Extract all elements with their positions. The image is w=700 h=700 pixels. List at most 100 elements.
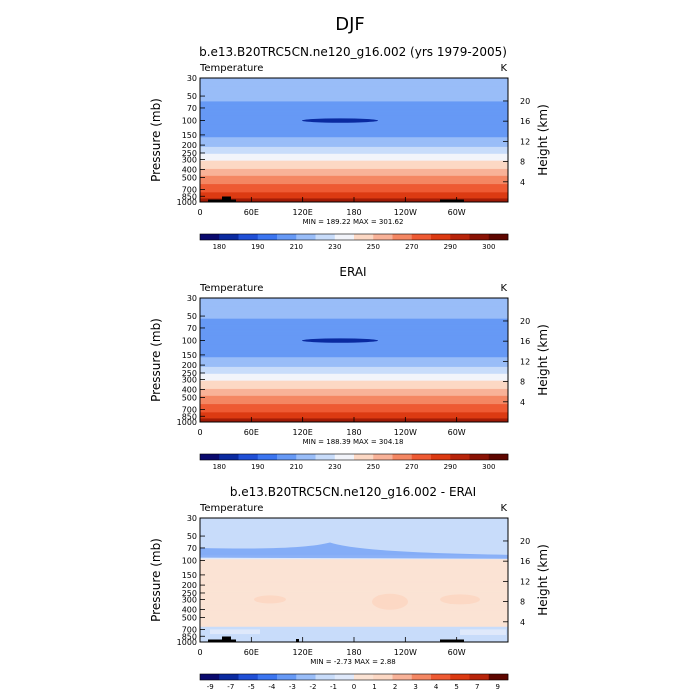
contour-band [200, 130, 508, 133]
colorbar-label: 180 [213, 463, 226, 471]
negative-patch [200, 542, 508, 559]
contour-band [200, 365, 508, 368]
contour-band [200, 333, 508, 336]
stats-label: MIN = 188.39 MAX = 304.18 [303, 438, 404, 446]
contour-band [200, 366, 508, 369]
contour-band [200, 591, 508, 593]
contour-band [200, 304, 508, 307]
contour-band [200, 137, 508, 140]
colorbar-swatch [334, 454, 355, 460]
colorbar-swatch [488, 674, 509, 680]
contour-band [200, 302, 508, 304]
contour-band [200, 526, 508, 529]
height-tick-label: 4 [520, 618, 525, 627]
contour-band [200, 545, 508, 548]
contour-band [200, 142, 508, 145]
contour-band [200, 607, 508, 610]
colorbar-swatch [238, 674, 259, 680]
contour-band [200, 138, 508, 141]
contour-band [200, 533, 508, 535]
contour-band [200, 163, 508, 166]
contour-band [200, 584, 508, 586]
contour-band [200, 529, 508, 531]
contour-band [200, 175, 508, 178]
contour-band [200, 611, 508, 614]
contour-band [200, 360, 508, 362]
x-tick-label: 0 [197, 208, 202, 217]
contour-band [200, 355, 508, 358]
colorbar-label: 180 [213, 243, 226, 251]
contour-band [200, 124, 508, 127]
contour-band [200, 335, 508, 337]
contour-band [200, 391, 508, 394]
contour-band [200, 541, 508, 544]
contour-band [200, 376, 508, 379]
contour-band [200, 144, 508, 146]
contour-band [200, 351, 508, 354]
contour-band [200, 193, 508, 196]
contour-band [200, 127, 508, 130]
contour-band [200, 386, 508, 388]
colorbar-label: 190 [251, 243, 264, 251]
contour-band [200, 84, 508, 87]
contour-band [200, 87, 508, 90]
contour-band [200, 336, 508, 339]
contour-band [200, 328, 508, 331]
contour-band [200, 537, 508, 540]
contour-band [200, 619, 508, 622]
contour-band [200, 522, 508, 524]
contour-band [200, 309, 508, 311]
contour-band [200, 98, 508, 101]
contour-band [200, 112, 508, 115]
y-tick-label: 50 [187, 312, 197, 321]
y-tick-label: 100 [182, 557, 197, 566]
contour-band [200, 344, 508, 347]
contour-band [200, 79, 508, 82]
topography-mask [440, 639, 464, 642]
figure-title: DJF [335, 14, 365, 35]
variable-label: Temperature [199, 63, 263, 74]
contour-band [200, 387, 508, 390]
x-tick-label: 0 [197, 648, 202, 657]
colorbar-label: 300 [482, 243, 495, 251]
contour-band [200, 369, 508, 372]
panel-0: b.e13.B20TRC5CN.ne120_g16.002 (yrs 1979-… [149, 45, 550, 251]
colorbar-swatch [488, 454, 509, 460]
lower-patch [460, 629, 506, 635]
contour-band [200, 115, 508, 117]
contour-band [200, 177, 508, 179]
contour-band [200, 93, 508, 95]
colorbar-label: -3 [289, 683, 296, 691]
y-tick-label: 850 [182, 412, 197, 421]
contour-band [200, 78, 508, 80]
contour-band [200, 371, 508, 373]
y-axis-title: Pressure (mb) [149, 318, 163, 402]
contour-band [200, 390, 508, 393]
contour-band [200, 524, 508, 527]
contour-band [200, 379, 508, 382]
contour-band [200, 582, 508, 585]
contour-band [200, 597, 508, 600]
contour-band [200, 162, 508, 164]
contour-band [200, 585, 508, 588]
tropopause-cold-core [302, 118, 378, 123]
y-tick-label: 30 [187, 74, 197, 83]
height-tick-label: 8 [520, 158, 525, 167]
y-tick-label: 300 [182, 375, 197, 384]
colorbar-swatch [450, 454, 470, 460]
y-tick-label: 250 [182, 589, 197, 598]
height-tick-label: 4 [520, 398, 525, 407]
contour-band [200, 350, 508, 353]
lower-negative-band [200, 626, 508, 642]
contour-band [200, 131, 508, 134]
colorbar-swatch [219, 674, 239, 680]
colorbar-swatch [277, 454, 297, 460]
contour-band [200, 610, 508, 613]
contour-band [200, 343, 508, 346]
contour-band [200, 613, 508, 615]
y2-axis-title: Height (km) [536, 104, 550, 175]
contour-band [200, 307, 508, 310]
contour-band [200, 109, 508, 112]
y-tick-label: 400 [182, 386, 197, 395]
colorbar-swatch [373, 674, 393, 680]
